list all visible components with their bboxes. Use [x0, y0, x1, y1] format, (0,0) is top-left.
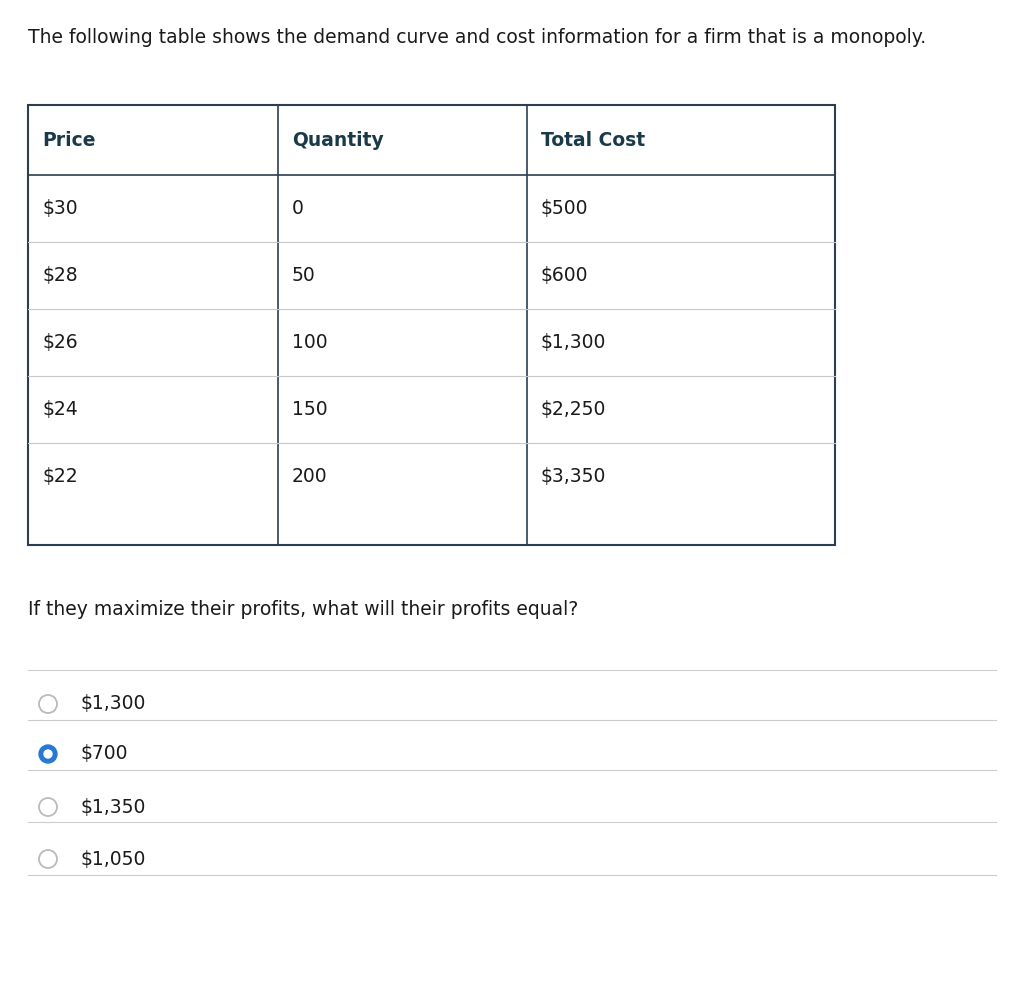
Bar — [28, 105, 835, 545]
Text: $2,250: $2,250 — [541, 400, 606, 420]
Text: The following table shows the demand curve and cost information for a firm that : The following table shows the demand cur… — [28, 28, 926, 47]
Text: If they maximize their profits, what will their profits equal?: If they maximize their profits, what wil… — [28, 600, 579, 619]
Text: $1,300: $1,300 — [541, 333, 606, 352]
Text: Price: Price — [42, 131, 95, 150]
Text: Total Cost: Total Cost — [541, 131, 645, 150]
Text: $700: $700 — [80, 744, 128, 764]
Text: 100: 100 — [292, 333, 328, 352]
Text: $24: $24 — [42, 400, 78, 420]
Text: $1,300: $1,300 — [80, 694, 145, 713]
Text: 150: 150 — [292, 400, 328, 420]
Text: $3,350: $3,350 — [541, 467, 606, 486]
Text: $30: $30 — [42, 199, 78, 218]
Text: $500: $500 — [541, 199, 589, 218]
Text: $22: $22 — [42, 467, 78, 486]
Circle shape — [39, 745, 57, 763]
Text: 50: 50 — [292, 266, 315, 285]
Text: $1,050: $1,050 — [80, 849, 145, 868]
Text: 200: 200 — [292, 467, 328, 486]
Text: $26: $26 — [42, 333, 78, 352]
Text: Quantity: Quantity — [292, 131, 384, 150]
Text: $600: $600 — [541, 266, 589, 285]
Text: 0: 0 — [292, 199, 304, 218]
Text: $28: $28 — [42, 266, 78, 285]
Text: $1,350: $1,350 — [80, 798, 145, 817]
Circle shape — [44, 750, 52, 758]
